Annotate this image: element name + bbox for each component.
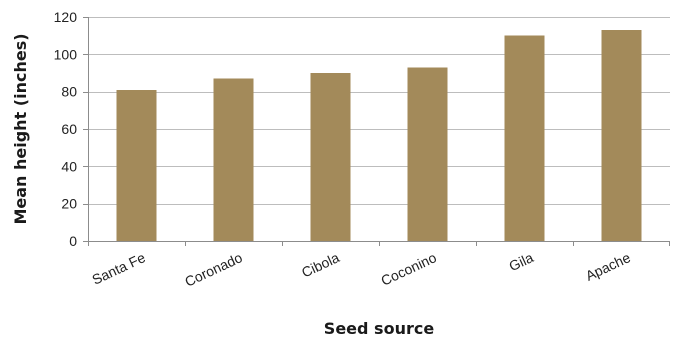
bar-apache (601, 30, 642, 241)
bar-coronado (213, 78, 254, 241)
x-tick-label: Apache (583, 249, 633, 284)
x-axis-title: Seed source (324, 319, 435, 338)
x-tick-label: Cibola (299, 249, 342, 280)
bar-santa-fe (116, 89, 157, 241)
y-tick-label: 0 (69, 233, 77, 249)
y-axis-ticks: 0 20 40 60 80 100 120 (54, 9, 88, 249)
y-axis-title: Mean height (inches) (11, 33, 30, 224)
y-tick-label: 100 (54, 46, 78, 62)
y-tick-label: 40 (61, 158, 77, 174)
x-tick-label: Coronado (182, 249, 245, 290)
y-tick-label: 120 (54, 9, 78, 25)
bar-coconino (407, 67, 448, 242)
bar-cibola (310, 73, 351, 241)
bar-gila (504, 35, 545, 241)
y-tick-label: 60 (61, 121, 77, 137)
x-axis-ticks: Santa Fe Coronado Cibola Coconino Gila Apache (88, 241, 670, 290)
x-tick-label: Coconino (378, 249, 439, 289)
bars (116, 30, 642, 242)
gridlines (88, 17, 670, 205)
x-tick-label: Santa Fe (90, 249, 148, 288)
x-tick-label: Gila (506, 249, 536, 274)
y-tick-label: 80 (61, 84, 77, 100)
y-tick-label: 20 (61, 196, 77, 212)
